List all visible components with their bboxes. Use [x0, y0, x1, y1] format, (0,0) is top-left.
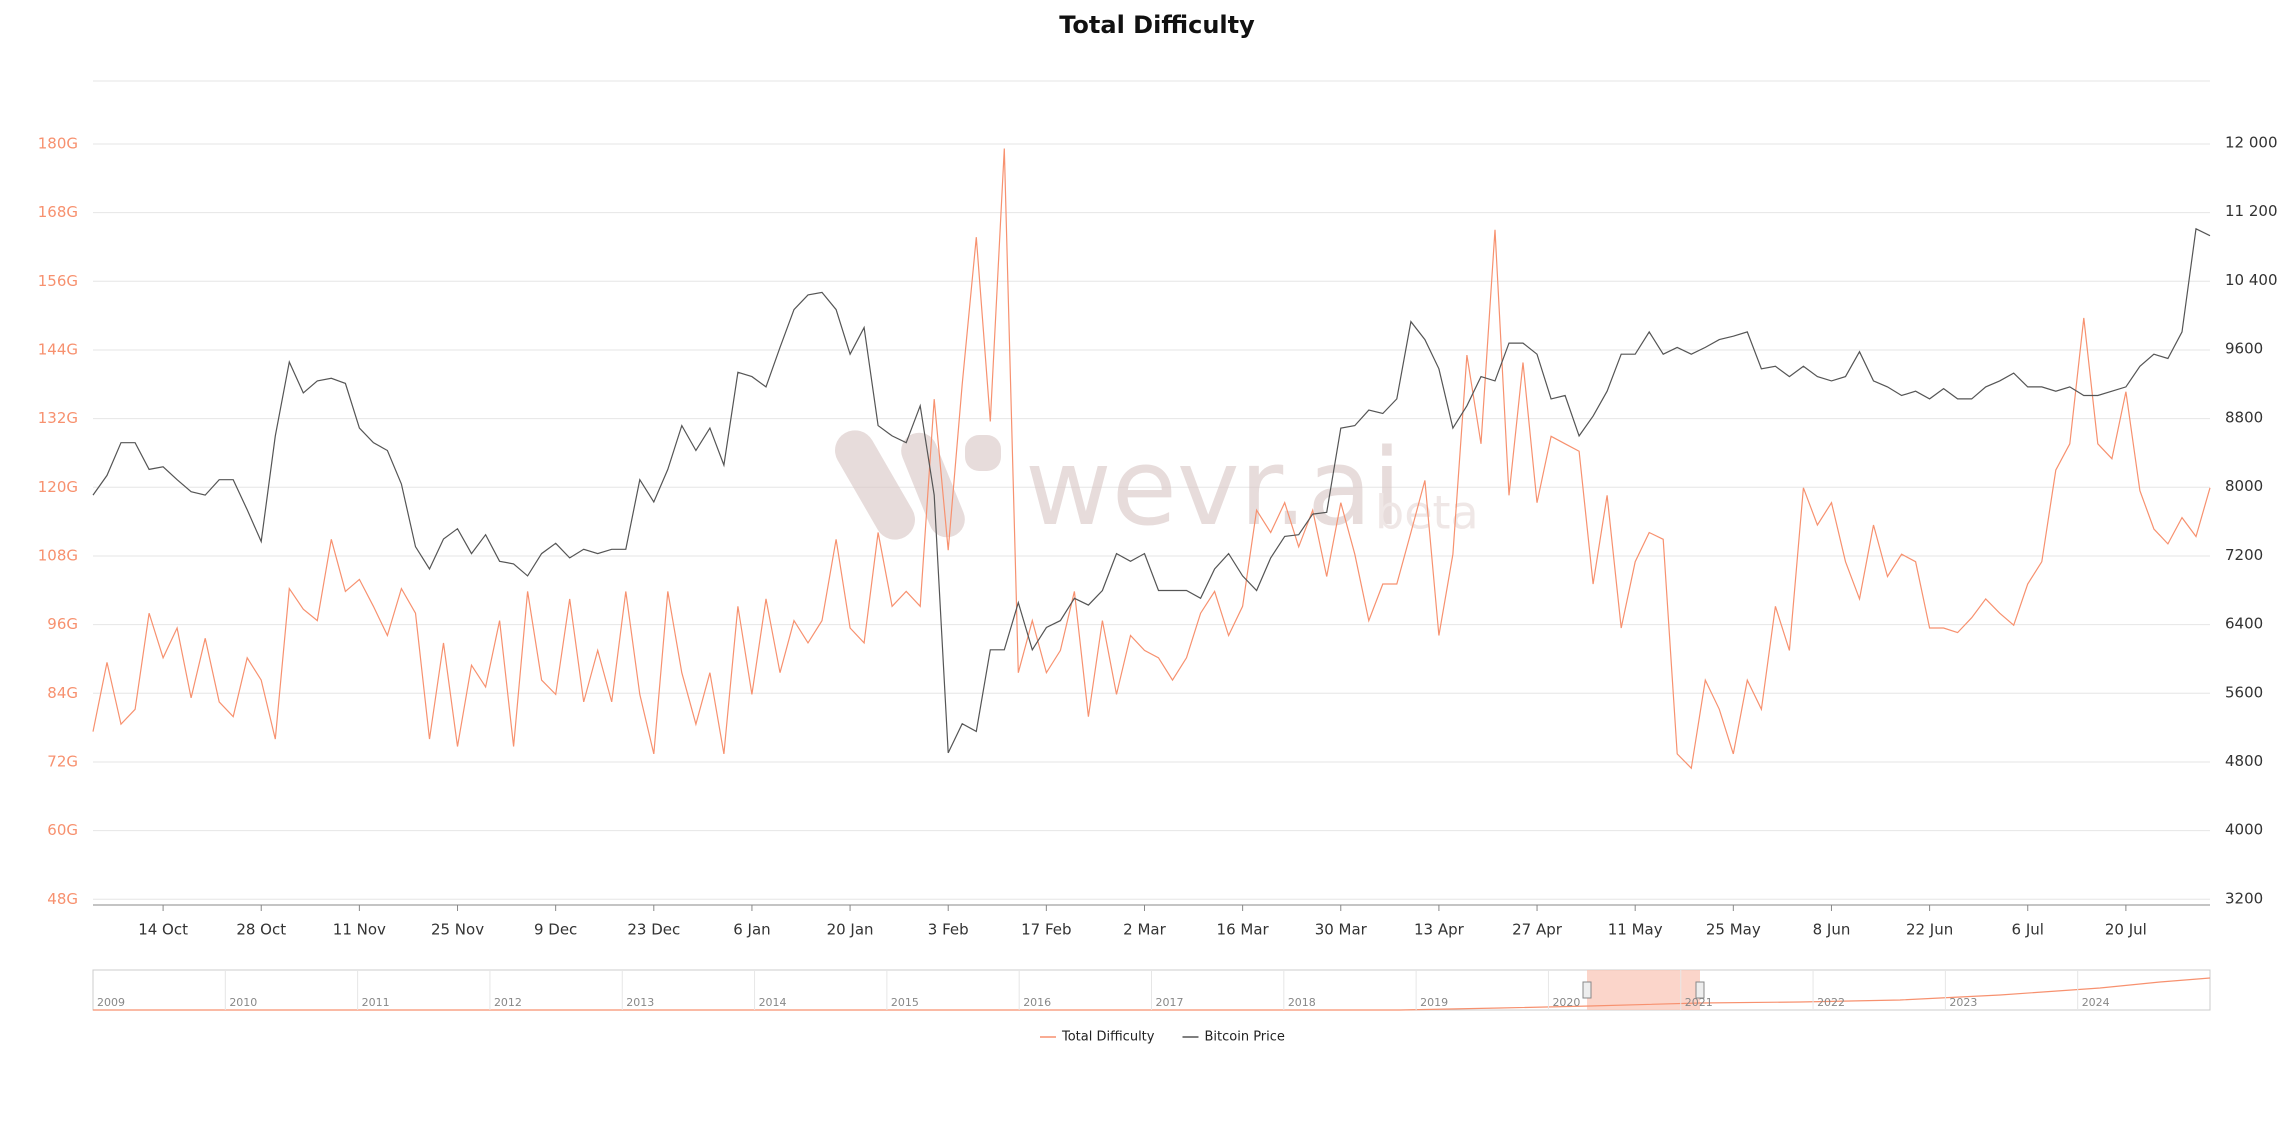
y2-tick-label: 9600 — [2225, 340, 2263, 358]
x-tick-label: 20 Jul — [2105, 921, 2147, 939]
chart-title: Total Difficulty — [1059, 11, 1255, 39]
navigator-line — [93, 977, 2211, 1011]
y-tick-label: 60G — [47, 821, 78, 839]
navigator-year: 2018 — [1288, 996, 1316, 1009]
x-tick-label: 22 Jun — [1906, 921, 1953, 939]
navigator: 2009 2010 2011 2012 2013 2014 2015 2016 2017 2018… — [92, 969, 2211, 1011]
y-tick-label: 96G — [47, 615, 78, 633]
navigator-year: 2022 — [1817, 996, 1845, 1009]
navigator-handle[interactable] — [1582, 981, 1592, 999]
series-line — [92, 148, 2211, 770]
y2-tick-label: 6400 — [2225, 615, 2263, 633]
y2-tick-label: 8000 — [2225, 477, 2263, 495]
x-tick-label: 28 Oct — [236, 921, 286, 939]
navigator-year: 2024 — [2082, 996, 2110, 1009]
x-tick-label: 17 Feb — [1021, 921, 1071, 939]
y2-tick-label: 12 000 — [2225, 133, 2278, 151]
navigator-year: 2017 — [1156, 996, 1184, 1009]
y2-tick-label: 7200 — [2225, 546, 2263, 564]
y-tick-label: 72G — [47, 752, 78, 770]
navigator-year: 2010 — [229, 996, 257, 1009]
x-tick-label: 11 May — [1608, 921, 1663, 939]
y-tick-label: 48G — [47, 890, 78, 908]
navigator-year: 2015 — [891, 996, 919, 1009]
x-tick-label: 6 Jul — [2012, 921, 2044, 939]
x-tick-label: 16 Mar — [1217, 921, 1270, 939]
y-tick-label: 144G — [38, 340, 78, 358]
y-tick-label: 108G — [38, 546, 78, 564]
navigator-year: 2014 — [759, 996, 787, 1009]
x-tick-label: 6 Jan — [733, 921, 770, 939]
y2-tick-label: 8800 — [2225, 408, 2263, 426]
x-tick-label: 25 May — [1706, 921, 1761, 939]
x-tick-label: 27 Apr — [1512, 921, 1563, 939]
x-tick-label: 30 Mar — [1315, 921, 1368, 939]
y-tick-label: 132G — [38, 409, 78, 427]
watermark-text: wevr.ai — [1025, 426, 1402, 549]
navigator-year: 2019 — [1420, 996, 1448, 1009]
navigator-year: 2013 — [626, 996, 654, 1009]
y2-tick-label: 3200 — [2225, 889, 2263, 907]
x-tick-label: 14 Oct — [138, 921, 188, 939]
navigator-year: 2009 — [97, 996, 125, 1009]
navigator-year: 2016 — [1023, 996, 1051, 1009]
navigator-year: 2011 — [362, 996, 390, 1009]
y2-tick-label: 4800 — [2225, 752, 2263, 770]
logo-shape — [835, 430, 915, 540]
x-tick-label: 8 Jun — [1813, 921, 1851, 939]
y-tick-label: 156G — [38, 272, 78, 290]
x-tick-label: 13 Apr — [1414, 921, 1465, 939]
y-tick-label: 120G — [38, 478, 78, 496]
navigator-year: 2023 — [1949, 996, 1977, 1009]
x-tick-label: 11 Nov — [333, 921, 386, 939]
logo-shape — [965, 435, 1001, 471]
x-tick-label: 3 Feb — [928, 921, 969, 939]
x-tick-label: 23 Dec — [627, 921, 680, 939]
watermark: wevr.ai beta — [835, 426, 1479, 549]
x-tick-label: 9 Dec — [534, 921, 577, 939]
x-tick-label: 20 Jan — [827, 921, 874, 939]
y2-tick-label: 5600 — [2225, 683, 2263, 701]
y2-tick-label: 4000 — [2225, 821, 2263, 839]
y-tick-label: 168G — [38, 203, 78, 221]
navigator-year: 2020 — [1552, 996, 1580, 1009]
legend-label: Bitcoin Price — [1204, 1030, 1284, 1045]
y2-tick-label: 10 400 — [2225, 271, 2278, 289]
y2-tick-label: 11 200 — [2225, 202, 2278, 220]
navigator-handle[interactable] — [1695, 981, 1705, 999]
navigator-year: 2021 — [1685, 996, 1713, 1009]
legend-label: Total Difficulty — [1061, 1030, 1155, 1045]
x-tick-label: 2 Mar — [1123, 921, 1166, 939]
navigator-year: 2012 — [494, 996, 522, 1009]
x-tick-label: 25 Nov — [431, 921, 484, 939]
y-tick-label: 84G — [47, 684, 78, 702]
y-tick-label: 180G — [38, 134, 78, 152]
series-line — [92, 227, 2211, 754]
watermark-suffix: beta — [1375, 486, 1479, 540]
